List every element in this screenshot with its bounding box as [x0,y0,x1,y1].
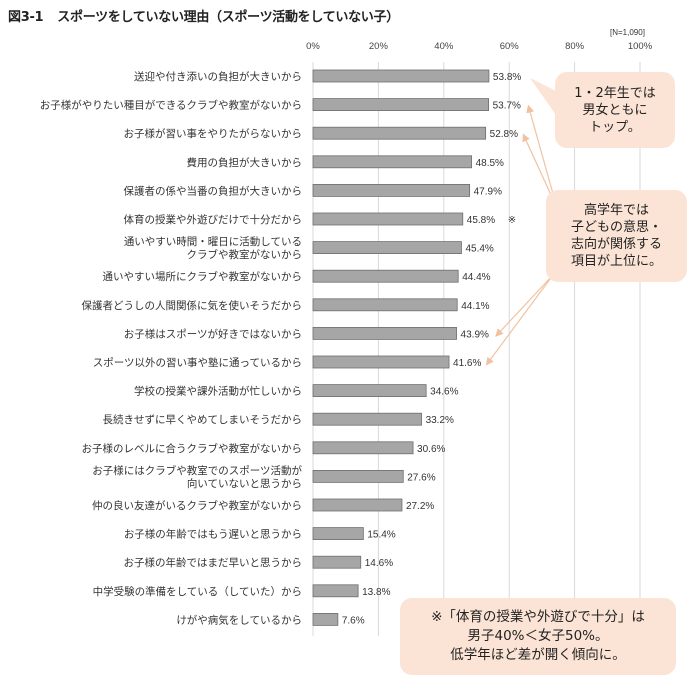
category-label: お子様の年齢ではまだ早いと思うから [124,556,303,569]
category-label: 通いやすい時間・曜日に活動している [124,235,302,248]
x-tick-label: 100% [628,41,653,52]
value-label: 13.8% [362,587,390,598]
value-label: 45.4% [465,244,493,255]
value-label: 44.1% [461,301,489,312]
callout-lower-grades: 1・2年生では 男女ともに トップ。 [555,72,675,148]
category-labels: 送迎や付き添いの負担が大きいからお子様がやりたい種目ができるクラブや教室がないか… [40,70,303,626]
bar [312,269,459,283]
category-label: お子様のレベルに合うクラブや教室がないから [82,442,303,455]
value-label: 34.6% [430,387,458,398]
category-label: 通いやすい場所にクラブや教室がないから [103,270,303,283]
category-label: クラブや教室がないから [187,248,303,261]
x-axis-ticks: 0% 20% 40% 60% 80% 100% [306,41,653,52]
category-label: 仲の良い友達がいるクラブや教室がないから [92,499,302,512]
bar [312,412,422,426]
note-mark: ※ [508,215,516,226]
callout-arrow [495,274,554,337]
callout-arrows [485,78,558,366]
category-label: 中学受験の準備をしている（していた）から [93,585,302,598]
x-tick-label: 20% [369,41,389,52]
category-label: 体育の授業や外遊びだけで十分だから [124,213,303,226]
bar [312,98,489,111]
bar [312,212,464,226]
value-label: 33.2% [426,415,454,426]
callout-1-tail [530,78,558,118]
value-label: 44.4% [462,272,490,283]
value-label: 30.6% [417,444,445,455]
title-text: スポーツをしていない理由（スポーツ活動をしていない子） [57,10,399,25]
bar [312,555,362,569]
category-label: 学校の授業や課外活動が忙しいから [134,385,302,398]
category-label: お子様はスポーツが好きではないから [124,327,302,340]
value-labels: 53.8% 53.7% 52.8% 48.5% 47.9% 45.8% ※ 45.4% 44.4… [342,72,522,626]
bar [312,613,339,626]
bar [312,241,462,255]
value-label: 15.4% [367,530,395,541]
category-label: お子様がやりたい種目ができるクラブや教室がないから [40,99,302,112]
sample-size-label: [N=1,090] [610,28,645,37]
callout-arrow [485,274,554,366]
callout-gender-note: ※「体育の授業や外遊びで十分」は 男子40%＜女子50%。 低学年ほど差が開く傾… [400,598,676,675]
category-label: 向いていないと思うから [187,477,302,490]
bar [312,384,427,398]
callout-2-text: 高学年では 子どもの意思・ 志向が関係する 項目が上位に。 [570,203,662,269]
bar [312,469,404,483]
bar [312,498,403,512]
callout-3-text: ※「体育の授業や外遊びで十分」は 男子40%＜女子50%。 低学年ほど差が開く傾… [431,609,645,663]
category-label: 長続きせずに早くやめてしまいそうだから [103,413,303,426]
bar [312,126,487,140]
gridlines [312,62,641,636]
category-label: 送迎や付き添いの負担が大きいから [134,70,302,83]
category-label: お子様にはクラブや教室でのスポーツ活動が [92,464,302,477]
bar [312,527,364,540]
bar [312,441,414,455]
chart-title: 図3-1 スポーツをしていない理由（スポーツ活動をしていない子） [8,6,399,25]
category-label: けがや病気をしているから [176,613,302,626]
value-label: 27.6% [407,472,435,483]
bar [312,155,472,169]
value-label: 48.5% [476,158,504,169]
bars [312,69,490,626]
figure-number: 図3-1 [8,10,44,25]
value-label: 47.9% [474,186,502,197]
value-label: 53.7% [493,101,521,112]
x-tick-label: 60% [500,41,520,52]
category-label: お子様の年齢ではもう遅いと思うから [124,528,302,541]
category-label: お子様が習い事をやりたがらないから [124,127,303,140]
x-tick-label: 80% [565,41,585,52]
value-label: 41.6% [453,358,481,369]
bar [312,326,457,340]
x-tick-label: 40% [434,41,454,52]
value-label: 7.6% [342,615,365,626]
callout-1-text: 1・2年生では 男女ともに トップ。 [574,85,656,135]
bar [312,298,458,312]
category-label: 保護者どうしの人間関係に気を使いそうだから [82,299,303,312]
value-label: 43.9% [461,329,489,340]
bar [312,355,450,369]
category-label: 費用の負担が大きいから [187,156,303,169]
bar [312,69,490,83]
callout-upper-grades: 高学年では 子どもの意思・ 志向が関係する 項目が上位に。 [546,190,687,282]
value-label: 14.6% [365,558,393,569]
category-label: スポーツ以外の習い事や塾に通っているから [93,356,302,369]
value-label: 45.8% [467,215,495,226]
category-label: 保護者の係や当番の負担が大きいから [124,184,303,197]
bar [312,183,471,197]
bar [312,584,359,598]
value-label: 53.8% [493,72,521,83]
value-label: 52.8% [490,129,518,140]
x-tick-label: 0% [306,41,320,52]
value-label: 27.2% [406,501,434,512]
